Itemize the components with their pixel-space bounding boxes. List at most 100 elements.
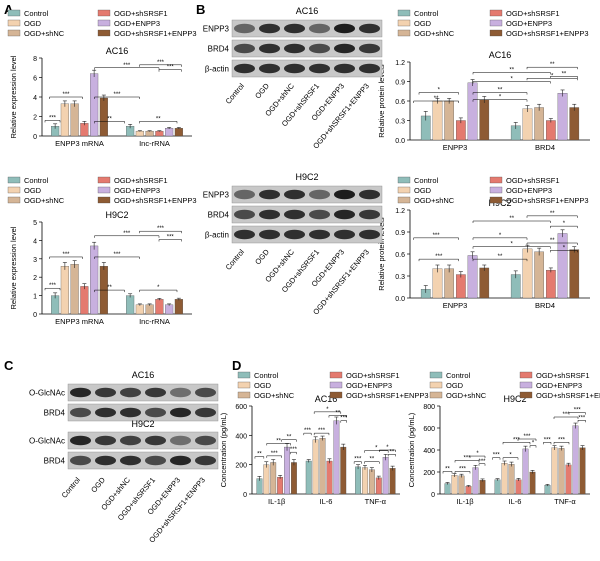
bar <box>551 447 558 495</box>
blot-band <box>95 455 116 466</box>
blot-band <box>234 63 255 74</box>
y-axis-label: Relative protein levels <box>377 217 386 291</box>
significance-bracket <box>413 237 459 240</box>
blot-title: H9C2 <box>295 172 318 182</box>
significance-label: *** <box>478 459 486 465</box>
significance-bracket <box>313 432 330 436</box>
chart-title: H9C2 <box>105 210 128 220</box>
significance-label: *** <box>304 428 312 434</box>
blot-band <box>309 229 330 240</box>
bar <box>579 447 586 495</box>
legend-label: OGD+ENPP3 <box>114 186 160 195</box>
legend-label: OGD+ENPP3 <box>114 19 160 28</box>
significance-label: *** <box>574 408 582 414</box>
legend-label: OGD <box>446 381 464 390</box>
significance-bracket <box>472 246 551 249</box>
bar <box>444 268 454 299</box>
y-tick-label: 2 <box>33 275 37 282</box>
panel-letter-a: A <box>4 2 14 17</box>
y-tick-label: 1.2 <box>395 60 405 67</box>
legend-label: Control <box>446 371 471 380</box>
x-tick-label: TNF-α <box>554 497 576 506</box>
x-tick-label: BRD4 <box>535 143 555 152</box>
bar <box>333 420 340 495</box>
significance-bracket <box>553 442 570 445</box>
legend-swatch <box>237 371 251 379</box>
legend-swatch <box>397 29 411 37</box>
bar <box>165 128 174 137</box>
significance-bracket <box>550 76 578 79</box>
bar <box>479 267 490 299</box>
bar <box>355 466 361 495</box>
chart-a-h9c2: H9C2 0 1 2 3 4 5 Relative expression level ENPP3… <box>9 210 192 326</box>
bar <box>558 448 565 495</box>
bar <box>515 479 522 495</box>
blot-band <box>234 229 255 240</box>
bar <box>565 464 572 495</box>
legend-swatch <box>237 381 251 389</box>
bar <box>90 245 99 315</box>
bar <box>375 477 382 495</box>
panel-letter-d: D <box>232 358 241 373</box>
western-blot-c-ac16: AC16 O-GlcNAc BRD4 <box>29 370 219 422</box>
significance-label: * <box>511 77 514 83</box>
y-tick-label: 4 <box>33 238 37 245</box>
blot-band <box>259 229 280 240</box>
x-tick-label: IL-6 <box>320 497 333 506</box>
significance-label: * <box>157 285 160 291</box>
legend-b-top: Control OGD+shSRSF1 OGD OGD+ENPP3 OGD+shNC OG… <box>397 9 589 38</box>
blot-row-label: BRD4 <box>208 211 230 220</box>
bar <box>557 93 568 141</box>
blot-row-label: ENPP3 <box>203 25 230 34</box>
legend-label: OGD+shNC <box>24 196 65 205</box>
blot-band <box>95 387 116 398</box>
y-tick-label: 8 <box>33 56 37 63</box>
y-axis-label: Relative expression level <box>9 226 18 309</box>
blot-band <box>70 455 91 466</box>
bar <box>155 130 164 137</box>
significance-bracket <box>454 471 471 474</box>
legend-label: OGD+ENPP3 <box>346 381 392 390</box>
significance-label: *** <box>435 254 443 260</box>
y-tick-label: 0.3 <box>395 274 405 281</box>
bar <box>467 255 478 299</box>
y-axis-label: Concentration (pg/mL) <box>219 412 228 487</box>
blot-band <box>170 387 191 398</box>
bar <box>70 264 79 315</box>
blot-title: AC16 <box>296 6 319 16</box>
blot-band <box>195 387 216 398</box>
significance-bracket <box>472 99 528 102</box>
y-tick-label: 2 <box>33 115 37 122</box>
blot-band <box>359 43 380 54</box>
blot-band <box>309 189 330 200</box>
bar <box>522 248 533 299</box>
legend-swatch <box>397 176 411 184</box>
significance-label: * <box>509 453 512 459</box>
blot-band <box>334 189 355 200</box>
bar <box>60 266 69 315</box>
blot-band <box>359 23 380 34</box>
significance-bracket <box>492 457 501 460</box>
legend-swatch <box>397 186 411 194</box>
legend-swatch <box>97 176 111 184</box>
blot-band <box>334 43 355 54</box>
bar <box>465 486 472 495</box>
lane-label: Control <box>60 475 83 500</box>
legend-label: OGD <box>24 19 42 28</box>
significance-bracket <box>313 411 342 414</box>
blot-band <box>334 63 355 74</box>
western-blot-b-ac16: AC16 ENPP3 BRD4 β-actin <box>203 6 383 78</box>
significance-label: * <box>563 221 566 227</box>
lane-labels-b-top: Control OGDOGD+shNCOGD+shSRSF1OGD+ENPP3OG… <box>224 81 371 150</box>
significance-label: ** <box>390 449 395 455</box>
significance-bracket <box>442 471 453 474</box>
legend-swatch <box>489 29 503 37</box>
bar <box>284 446 290 495</box>
bar <box>174 128 183 137</box>
y-tick-label: 0.0 <box>395 296 405 303</box>
legend-swatch <box>397 19 411 27</box>
significance-bracket <box>529 445 537 448</box>
significance-label: * <box>499 95 502 101</box>
bar <box>135 130 144 137</box>
significance-bracket <box>353 461 362 464</box>
